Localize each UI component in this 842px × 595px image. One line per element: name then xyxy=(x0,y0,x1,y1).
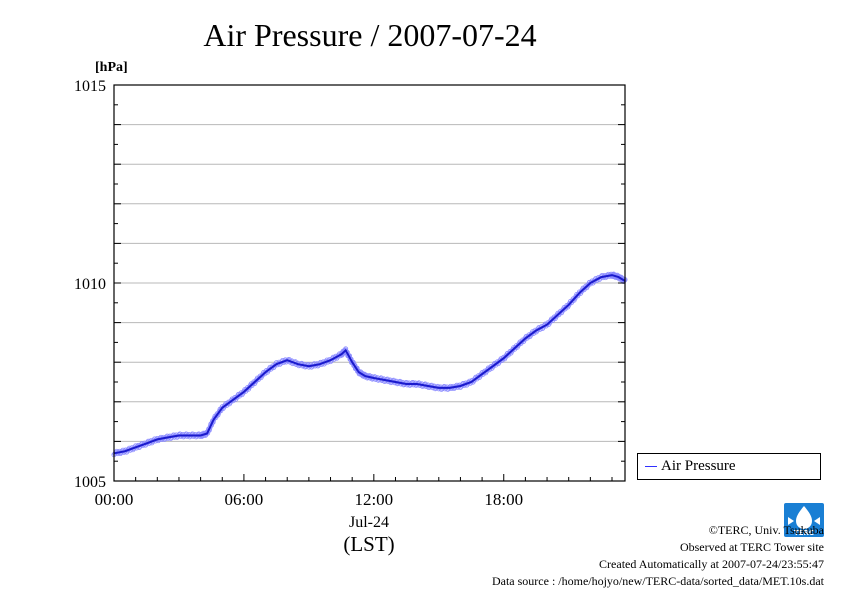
x-tick-label: 06:00 xyxy=(225,490,264,509)
source-text: Data source : /home/hojyo/new/TERC-data/… xyxy=(491,574,824,588)
observed-text: Observed at TERC Tower site xyxy=(679,540,824,554)
axis-layer: 1005 1010 1015 00:00 06:00 12:00 18:00 xyxy=(74,78,625,509)
y-tick-label: 1015 xyxy=(74,78,106,95)
y-axis-unit: [hPa] xyxy=(95,60,128,75)
y-tick-label: 1010 xyxy=(74,276,106,293)
series-layer xyxy=(111,271,628,458)
legend: Air Pressure xyxy=(637,453,821,480)
terc-logo-icon: TERC xyxy=(784,503,824,537)
legend-swatch xyxy=(645,466,657,467)
x-tick-label: 18:00 xyxy=(484,490,523,509)
x-axis-timezone-label: (LST) xyxy=(343,532,394,556)
x-tick-label: 00:00 xyxy=(95,490,134,509)
y-tick-label: 1005 xyxy=(74,474,106,491)
chart-title: Air Pressure / 2007-07-24 xyxy=(203,17,536,53)
series-markers xyxy=(111,271,628,458)
created-text: Created Automatically at 2007-07-24/23:5… xyxy=(599,557,824,571)
svg-text:TERC: TERC xyxy=(794,529,814,537)
x-tick-label: 12:00 xyxy=(354,490,393,509)
copyright-text: ©TERC, Univ. Tsukuba xyxy=(708,523,824,537)
series-line xyxy=(113,274,626,455)
credits-block: ©TERC, Univ. Tsukuba Observed at TERC To… xyxy=(492,522,824,590)
x-axis-date-label: Jul-24 xyxy=(349,514,389,531)
grid-lines xyxy=(114,124,625,442)
legend-label: Air Pressure xyxy=(661,458,736,474)
